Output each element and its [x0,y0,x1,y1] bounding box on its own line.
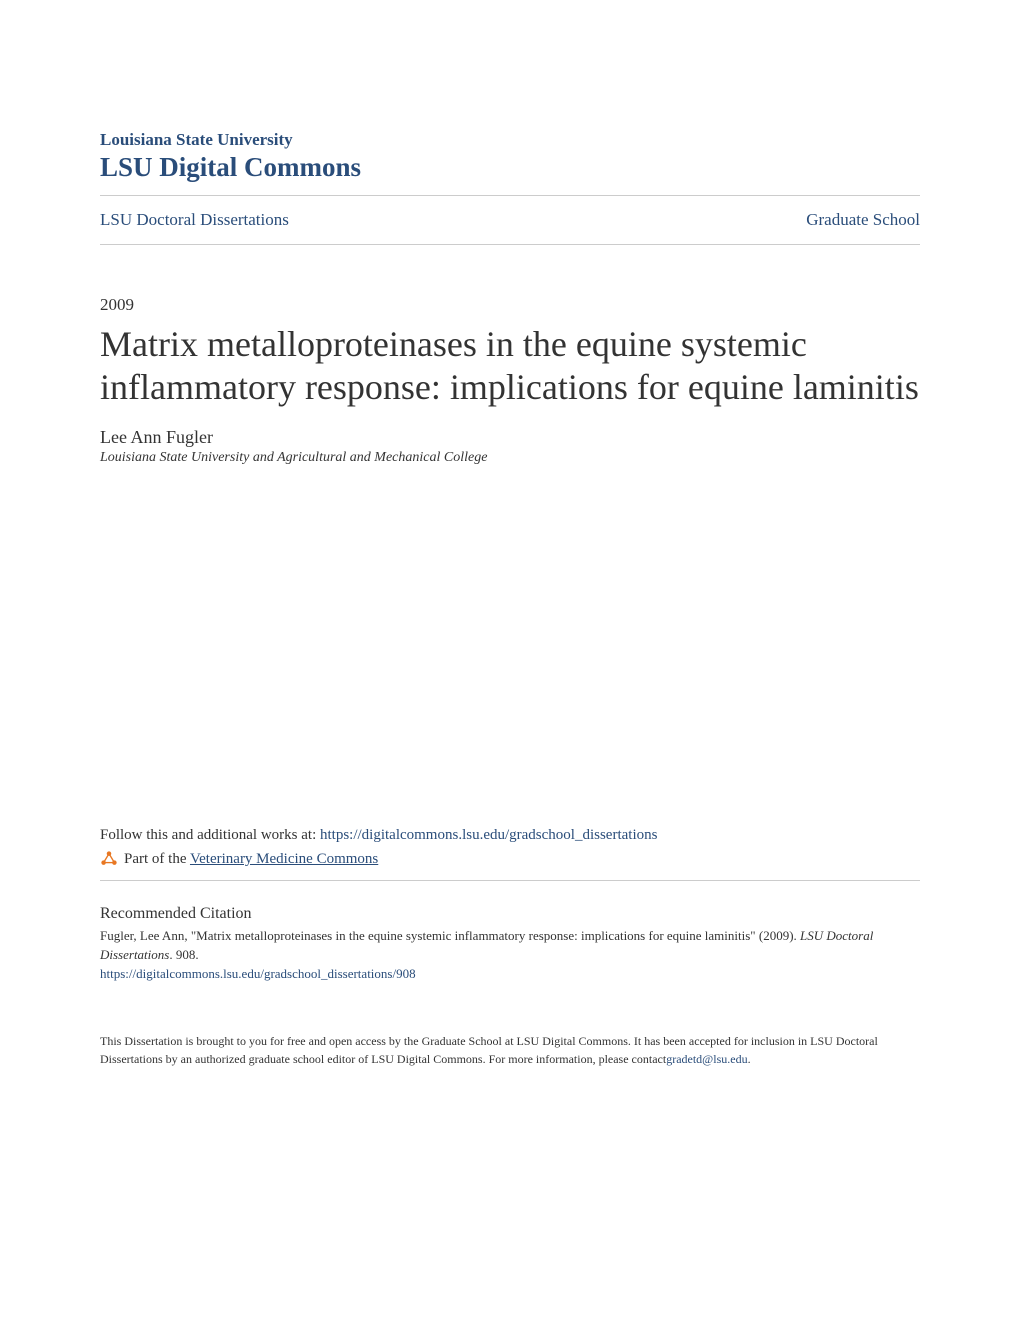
network-icon [100,850,118,868]
author-name: Lee Ann Fugler [100,427,920,448]
part-of-line: Part of the Veterinary Medicine Commons [100,850,920,868]
divider-citation [100,880,920,881]
footer-text-container: This Dissertation is brought to you for … [100,1032,920,1068]
footer-suffix: . [748,1052,751,1066]
author-affiliation: Louisiana State University and Agricultu… [100,450,920,466]
repository-name[interactable]: LSU Digital Commons [100,152,920,183]
follow-url-link[interactable]: https://digitalcommons.lsu.edu/gradschoo… [320,827,657,843]
follow-line: Follow this and additional works at: htt… [100,826,920,844]
citation-url-link[interactable]: https://digitalcommons.lsu.edu/gradschoo… [100,966,920,982]
citation-body: Fugler, Lee Ann, "Matrix metalloproteina… [100,927,920,963]
nav-collection-link[interactable]: LSU Doctoral Dissertations [100,210,289,230]
citation-text-part2: . 908. [169,947,198,962]
part-of-prefix: Part of the [124,851,190,867]
part-of-text-container: Part of the Veterinary Medicine Commons [124,850,378,868]
footer-text: This Dissertation is brought to you for … [100,1034,878,1066]
divider-nav [100,244,920,245]
follow-section: Follow this and additional works at: htt… [100,826,920,868]
commons-link[interactable]: Veterinary Medicine Commons [190,851,378,867]
nav-bar: LSU Doctoral Dissertations Graduate Scho… [100,196,920,244]
document-title: Matrix metalloproteinases in the equine … [100,323,920,409]
footer-section: This Dissertation is brought to you for … [100,1032,920,1068]
footer-email-link[interactable]: gradetd@lsu.edu [666,1052,747,1066]
header-section: Louisiana State University LSU Digital C… [100,130,920,183]
citation-heading: Recommended Citation [100,905,920,923]
citation-text-part1: Fugler, Lee Ann, "Matrix metalloproteina… [100,928,800,943]
publication-year: 2009 [100,295,920,315]
follow-prefix: Follow this and additional works at: [100,827,320,843]
citation-section: Recommended Citation Fugler, Lee Ann, "M… [100,895,920,981]
nav-school-link[interactable]: Graduate School [806,210,920,230]
university-name[interactable]: Louisiana State University [100,130,920,150]
